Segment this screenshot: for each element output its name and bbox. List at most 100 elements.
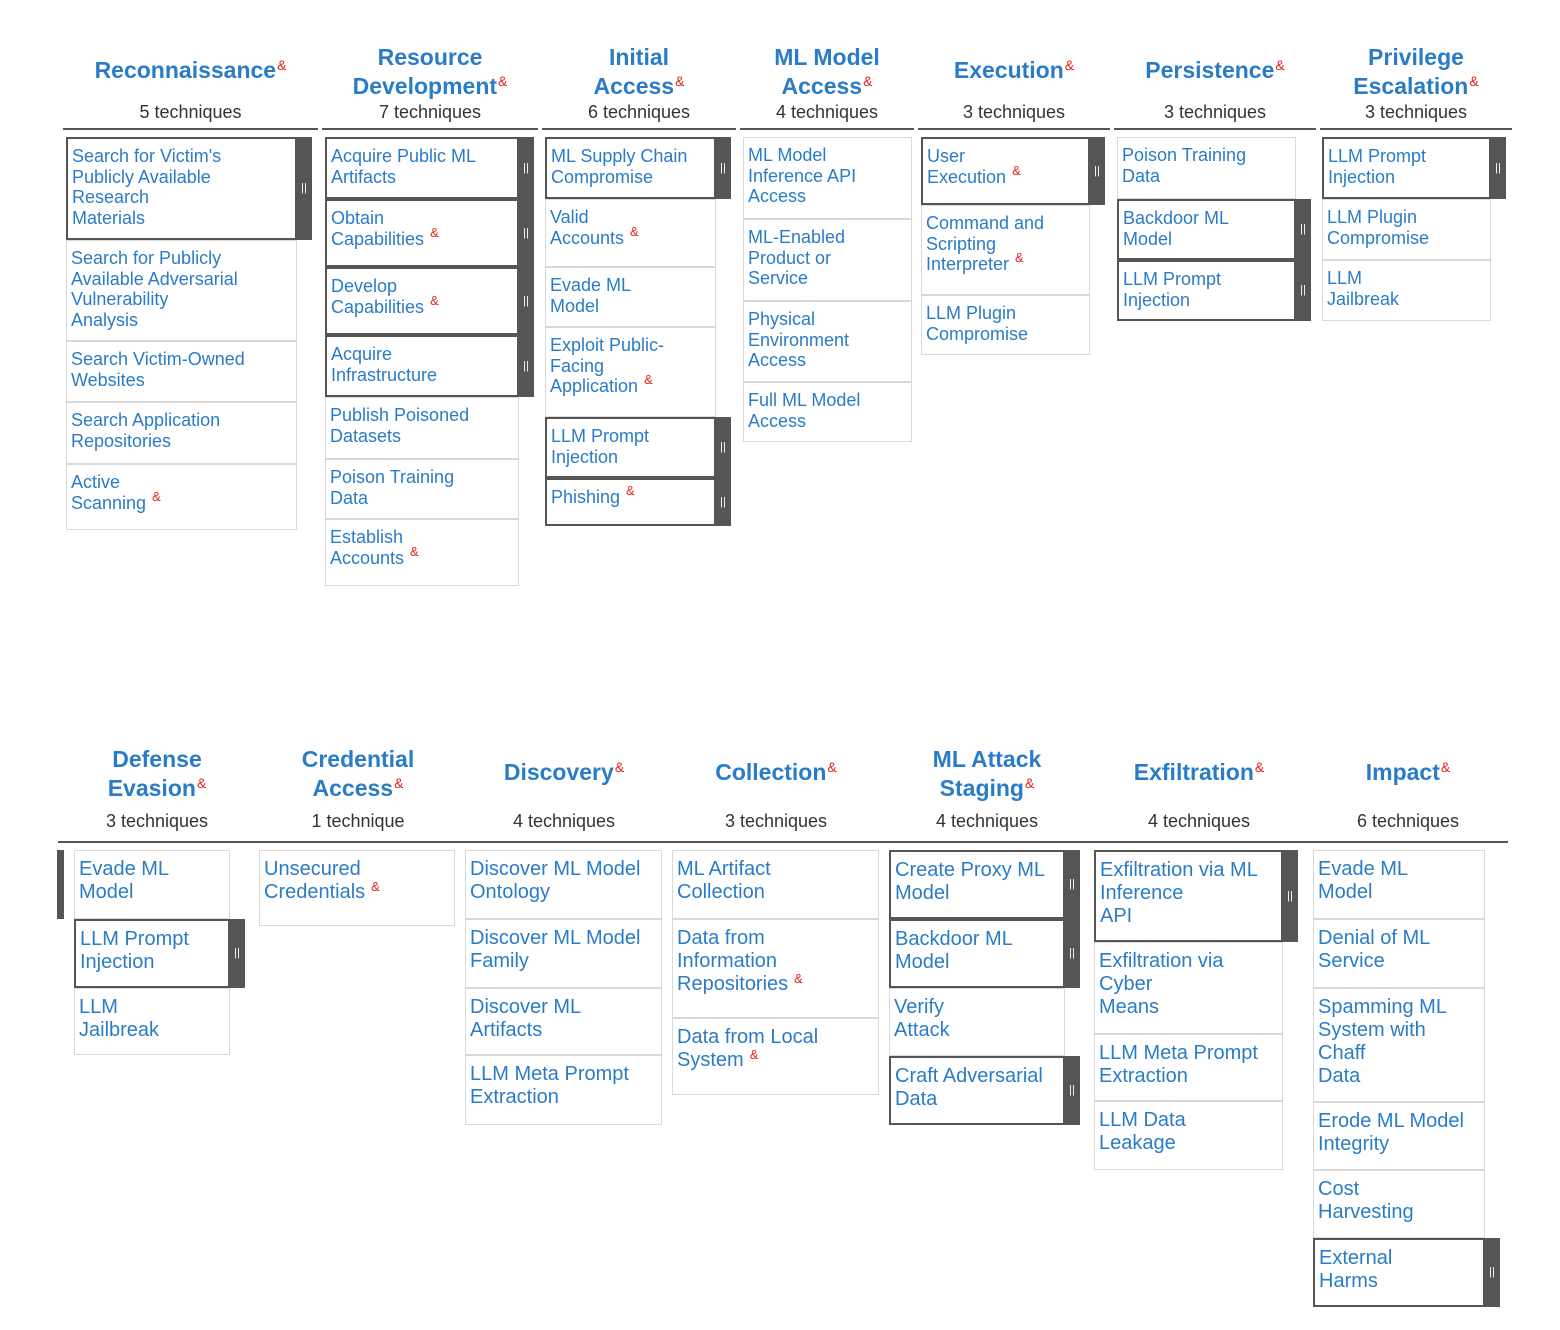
- technique-llm-prompt-injection[interactable]: LLM Prompt Injection ||: [1117, 260, 1311, 321]
- technique-ml-supply-chain-compromise[interactable]: ML Supply Chain Compromise ||: [545, 137, 731, 199]
- tactic-name-link[interactable]: Persistence&: [1114, 56, 1316, 85]
- technique-llm-prompt-injection[interactable]: LLM Prompt Injection ||: [1322, 137, 1506, 199]
- expand-subtechniques-handle[interactable]: ||: [1295, 199, 1311, 260]
- technique-llm-data-leakage[interactable]: LLM Data Leakage: [1094, 1101, 1283, 1170]
- expand-subtechniques-handle[interactable]: ||: [1064, 1056, 1080, 1125]
- technique-data-from-information-repositories[interactable]: Data from Information Repositories &: [672, 919, 879, 1018]
- expand-subtechniques-handle[interactable]: ||: [715, 417, 731, 478]
- technique-backdoor-ml-model[interactable]: Backdoor ML Model ||: [1117, 199, 1311, 260]
- technique-search-application-repositories[interactable]: Search Application Repositories: [66, 402, 297, 464]
- technique-evade-ml-model[interactable]: Evade ML Model: [1313, 850, 1485, 919]
- technique-publish-poisoned-datasets[interactable]: Publish Poisoned Datasets: [325, 397, 519, 459]
- technique-llm-meta-prompt-extraction[interactable]: LLM Meta Prompt Extraction: [465, 1055, 662, 1125]
- tactic-name-link[interactable]: ML Model Access&: [740, 43, 914, 101]
- technique-denial-of-ml-service[interactable]: Denial of ML Service: [1313, 919, 1485, 988]
- technique-evade-ml-model[interactable]: Evade ML Model: [74, 850, 230, 919]
- expand-subtechniques-handle[interactable]: ||: [1484, 1238, 1500, 1307]
- tactic-name-link[interactable]: Privilege Escalation&: [1320, 43, 1512, 101]
- technique-llm-meta-prompt-extraction[interactable]: LLM Meta Prompt Extraction: [1094, 1034, 1283, 1101]
- technique-discover-ml-model-family[interactable]: Discover ML Model Family: [465, 919, 662, 988]
- technique-valid-accounts[interactable]: Valid Accounts &: [545, 199, 716, 267]
- technique-search-for-victim-s-publicly-available-research-materials[interactable]: Search for Victim's Publicly Available Res…: [66, 137, 312, 240]
- technique-data-from-local-system[interactable]: Data from Local System &: [672, 1018, 879, 1095]
- technique-backdoor-ml-model[interactable]: Backdoor ML Model ||: [889, 919, 1080, 988]
- technique-full-ml-model-access[interactable]: Full ML Model Access: [743, 382, 912, 442]
- tactic-name-link[interactable]: Initial Access&: [542, 43, 736, 101]
- technique-label: Interpreter: [926, 254, 1010, 274]
- technique-discover-ml-artifacts[interactable]: Discover ML Artifacts: [465, 988, 662, 1055]
- technique-llm-jailbreak[interactable]: LLM Jailbreak: [74, 988, 230, 1055]
- technique-acquire-public-ml-artifacts[interactable]: Acquire Public ML Artifacts ||: [325, 137, 534, 199]
- expand-subtechniques-handle[interactable]: ||: [715, 478, 731, 526]
- expand-subtechniques-handle[interactable]: ||: [229, 919, 245, 988]
- technique-evade-ml-model[interactable]: Evade ML Model: [545, 267, 716, 327]
- technique-ml-artifact-collection[interactable]: ML Artifact Collection: [672, 850, 879, 919]
- technique-cost-harvesting[interactable]: Cost Harvesting: [1313, 1170, 1485, 1238]
- technique-spamming-ml-system-with-chaff-data[interactable]: Spamming ML System with Chaff Data: [1313, 988, 1485, 1102]
- technique-llm-jailbreak[interactable]: LLM Jailbreak: [1322, 260, 1491, 321]
- technique-erode-ml-model-integrity[interactable]: Erode ML Model Integrity: [1313, 1102, 1485, 1170]
- technique-acquire-infrastructure[interactable]: Acquire Infrastructure ||: [325, 335, 534, 397]
- technique-llm-plugin-compromise[interactable]: LLM Plugin Compromise: [1322, 199, 1491, 260]
- expand-subtechniques-handle[interactable]: ||: [296, 137, 312, 240]
- expand-subtechniques-handle[interactable]: ||: [1282, 850, 1298, 942]
- technique-llm-prompt-injection[interactable]: LLM Prompt Injection ||: [545, 417, 731, 478]
- expand-subtechniques-handle[interactable]: ||: [715, 137, 731, 199]
- technique-create-proxy-ml-model[interactable]: Create Proxy ML Model ||: [889, 850, 1080, 919]
- tactic-name-link[interactable]: ML Attack Staging&: [884, 745, 1090, 803]
- technique-poison-training-data[interactable]: Poison Training Data: [1117, 137, 1296, 199]
- technique-search-victim-owned-websites[interactable]: Search Victim-Owned Websites: [66, 341, 297, 402]
- technique-label: LLM Data: [1099, 1109, 1186, 1131]
- technique-active-scanning[interactable]: Active Scanning &: [66, 464, 297, 530]
- tactic-name-line: Resource: [377, 44, 483, 70]
- technique-llm-prompt-injection[interactable]: LLM Prompt Injection ||: [74, 919, 245, 988]
- technique-establish-accounts[interactable]: Establish Accounts &: [325, 519, 519, 586]
- technique-llm-plugin-compromise[interactable]: LLM Plugin Compromise: [921, 295, 1090, 355]
- expand-subtechniques-handle[interactable]: ||: [1064, 850, 1080, 919]
- ampersand-icon: &: [371, 879, 380, 894]
- technique-physical-environment-access[interactable]: Physical Environment Access: [743, 301, 912, 382]
- technique-ml-model-inference-api-access[interactable]: ML Model Inference API Access: [743, 137, 912, 219]
- tactic-ml-model-access: ML Model Access& 4 techniques: [740, 40, 914, 600]
- expand-subtechniques-handle[interactable]: ||: [1064, 919, 1080, 988]
- technique-poison-training-data[interactable]: Poison Training Data: [325, 459, 519, 519]
- tactic-name-link[interactable]: Impact&: [1308, 758, 1508, 787]
- technique-exploit-public-facing-application[interactable]: Exploit Public- Facing Application &: [545, 327, 716, 417]
- technique-discover-ml-model-ontology[interactable]: Discover ML Model Ontology: [465, 850, 662, 919]
- expand-subtechniques-handle[interactable]: ||: [518, 267, 534, 335]
- technique-unsecured-credentials[interactable]: Unsecured Credentials &: [259, 850, 455, 926]
- tactic-name-link[interactable]: Discovery&: [460, 758, 668, 787]
- tactic-name-link[interactable]: Defense Evasion&: [58, 745, 256, 803]
- technique-label: Extraction: [470, 1086, 559, 1108]
- tactic-name-link[interactable]: Resource Development&: [322, 43, 538, 101]
- technique-command-and-scripting-interpreter[interactable]: Command and Scripting Interpreter &: [921, 205, 1090, 295]
- tactic-divider: [460, 841, 668, 843]
- technique-phishing[interactable]: Phishing & ||: [545, 478, 731, 526]
- technique-user-execution[interactable]: User Execution & ||: [921, 137, 1105, 205]
- technique-exfiltration-via-ml-inference-api[interactable]: Exfiltration via ML Inference API ||: [1094, 850, 1298, 942]
- technique-verify-attack[interactable]: Verify Attack: [889, 988, 1065, 1056]
- tactic-name-link[interactable]: Credential Access&: [256, 745, 460, 803]
- expand-subtechniques-handle[interactable]: ||: [518, 199, 534, 267]
- tactic-divider: [918, 128, 1110, 130]
- technique-search-for-publicly-available-adversarial-vulnerability-analysis[interactable]: Search for Publicly Available Adversarial…: [66, 240, 297, 341]
- tactic-name-link[interactable]: Execution&: [918, 56, 1110, 85]
- technique-label: Research: [72, 187, 150, 207]
- tactic-discovery: Discovery& 4 techniques: [460, 745, 668, 1315]
- expand-subtechniques-handle[interactable]: ||: [1089, 137, 1105, 205]
- technique-obtain-capabilities[interactable]: Obtain Capabilities & ||: [325, 199, 534, 267]
- collapse-handle[interactable]: [57, 850, 64, 919]
- tactic-name-link[interactable]: Collection&: [668, 758, 884, 787]
- tactic-name-link[interactable]: Exfiltration&: [1090, 758, 1308, 787]
- technique-develop-capabilities[interactable]: Develop Capabilities & ||: [325, 267, 534, 335]
- technique-craft-adversarial-data[interactable]: Craft Adversarial Data ||: [889, 1056, 1080, 1125]
- expand-subtechniques-handle[interactable]: ||: [518, 137, 534, 199]
- expand-subtechniques-handle[interactable]: ||: [1490, 137, 1506, 199]
- expand-subtechniques-handle[interactable]: ||: [1295, 260, 1311, 321]
- technique-ml-enabled-product-or-service[interactable]: ML-Enabled Product or Service: [743, 219, 912, 301]
- technique-external-harms[interactable]: External Harms ||: [1313, 1238, 1500, 1307]
- technique-label: Obtain: [331, 208, 385, 228]
- tactic-name-link[interactable]: Reconnaissance&: [63, 56, 318, 85]
- expand-subtechniques-handle[interactable]: ||: [518, 335, 534, 397]
- technique-exfiltration-via-cyber-means[interactable]: Exfiltration via Cyber Means: [1094, 942, 1283, 1034]
